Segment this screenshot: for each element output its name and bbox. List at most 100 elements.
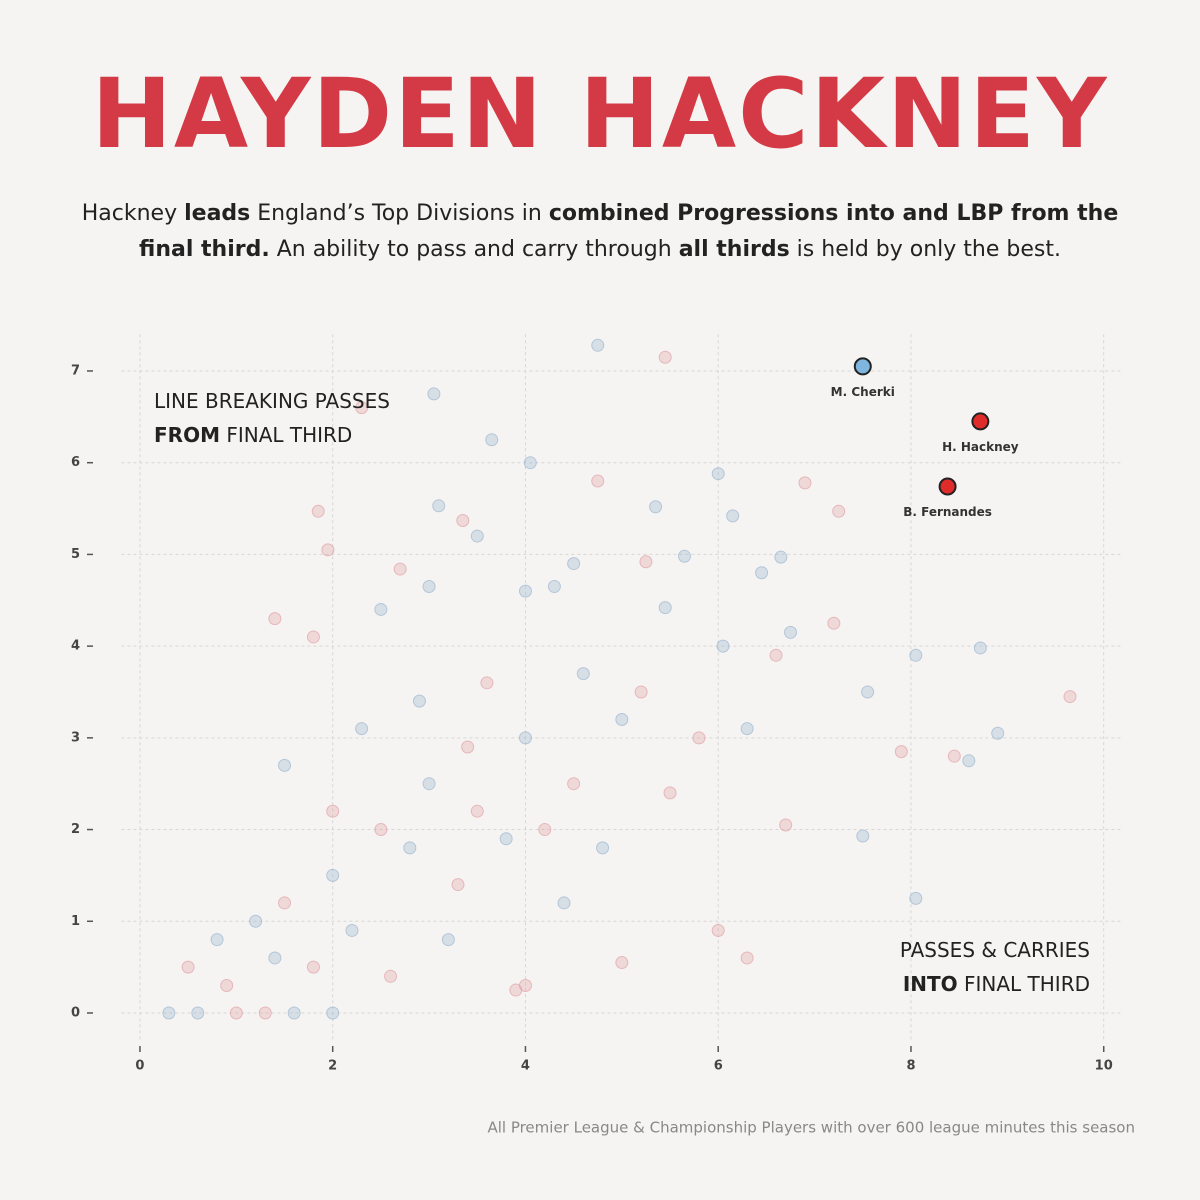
- player-point: [567, 557, 581, 571]
- subtitle-segment: all thirds: [678, 237, 790, 262]
- player-point: [726, 509, 740, 523]
- player-point: [321, 543, 335, 557]
- player-point: [191, 1006, 205, 1020]
- player-point: [658, 601, 672, 615]
- player-point: [509, 983, 523, 997]
- player-point: [384, 969, 398, 983]
- player-point: [663, 786, 677, 800]
- player-point: [374, 602, 388, 616]
- player-point: [649, 500, 663, 514]
- player-point: [711, 467, 725, 481]
- player-point: [658, 350, 672, 364]
- footnote: All Premier League & Championship Player…: [487, 1119, 1135, 1137]
- subtitle-segment: Hackney: [81, 201, 185, 226]
- y-tick-label: 3: [71, 730, 80, 745]
- player-name: B. Fernandes: [903, 505, 992, 519]
- annotation: PASSES & CARRIES: [900, 938, 1090, 962]
- player-point: [639, 555, 653, 569]
- subtitle-segment: combined Progressions into and LBP from …: [139, 201, 1119, 262]
- player-point: [783, 625, 797, 639]
- player-point: [470, 804, 484, 818]
- player-point: [523, 456, 537, 470]
- player-point: [499, 832, 513, 846]
- subtitle-segment: leads: [184, 201, 251, 226]
- player-point: [711, 923, 725, 937]
- player-point: [576, 667, 590, 681]
- player-point: [677, 549, 691, 563]
- annotation-segment: LINE BREAKING PASSES: [154, 389, 390, 413]
- player-point: [258, 1006, 272, 1020]
- y-tick-label: 7: [71, 363, 80, 378]
- x-tick-label: 6: [714, 1059, 723, 1074]
- player-point: [210, 933, 224, 947]
- player-name: M. Cherki: [831, 385, 895, 399]
- y-tick-label: 0: [71, 1005, 80, 1020]
- player-point: [355, 722, 369, 736]
- player-point: [306, 960, 320, 974]
- player-point: [311, 504, 325, 518]
- player-point: [591, 474, 605, 488]
- player-point: [518, 731, 532, 745]
- annotation-segment: FINAL THIRD: [220, 423, 352, 447]
- player-point: [345, 923, 359, 937]
- highlight-point: [971, 412, 990, 431]
- highlight-point: [853, 357, 872, 376]
- player-point: [162, 1006, 176, 1020]
- player-point: [547, 580, 561, 594]
- y-tick-label: 2: [71, 822, 80, 837]
- player-point: [634, 685, 648, 699]
- player-point: [518, 584, 532, 598]
- player-point: [268, 951, 282, 965]
- subtitle-segment: is held by only the best.: [789, 237, 1061, 262]
- player-point: [412, 694, 426, 708]
- y-tick-label: 6: [71, 455, 80, 470]
- player-point: [615, 713, 629, 726]
- y-tick-label: 5: [71, 547, 80, 562]
- player-point: [326, 1006, 340, 1020]
- player-point: [456, 513, 470, 527]
- player-point: [779, 818, 793, 832]
- player-point: [480, 676, 494, 690]
- player-point: [220, 978, 234, 992]
- annotation-segment: INTO: [903, 972, 958, 996]
- x-tick-label: 0: [135, 1059, 144, 1074]
- player-point: [962, 754, 976, 768]
- player-point: [355, 401, 369, 415]
- player-point: [894, 745, 908, 759]
- x-tick-label: 8: [906, 1059, 915, 1074]
- player-point: [538, 823, 552, 837]
- player-point: [451, 878, 465, 892]
- annotation-segment: FROM: [154, 423, 220, 447]
- annotation: LINE BREAKING PASSES: [154, 389, 390, 413]
- annotation-segment: PASSES & CARRIES: [900, 938, 1090, 962]
- player-point: [374, 823, 388, 837]
- player-point: [557, 896, 571, 910]
- player-point: [861, 685, 875, 699]
- player-point: [326, 804, 340, 818]
- player-point: [287, 1006, 301, 1020]
- player-point: [740, 951, 754, 965]
- player-point: [716, 639, 730, 653]
- player-point: [832, 504, 846, 518]
- annotation-segment: FINAL THIRD: [958, 972, 1090, 996]
- player-point: [306, 630, 320, 644]
- y-tick-label: 1: [71, 914, 80, 929]
- player-point: [470, 529, 484, 543]
- subtitle-segment: England’s Top Divisions in: [250, 201, 549, 226]
- player-point: [947, 749, 961, 763]
- player-point: [615, 956, 629, 970]
- player-point: [181, 960, 195, 974]
- player-point: [769, 648, 783, 662]
- x-tick-label: 10: [1095, 1059, 1113, 1074]
- player-point: [229, 1006, 243, 1020]
- player-point: [427, 387, 441, 401]
- player-point: [591, 338, 605, 352]
- annotation: FROM FINAL THIRD: [154, 423, 352, 447]
- player-point: [774, 550, 788, 564]
- player-name: H. Hackney: [942, 440, 1019, 454]
- player-point: [432, 499, 446, 513]
- player-point: [973, 641, 987, 655]
- player-point: [485, 433, 499, 447]
